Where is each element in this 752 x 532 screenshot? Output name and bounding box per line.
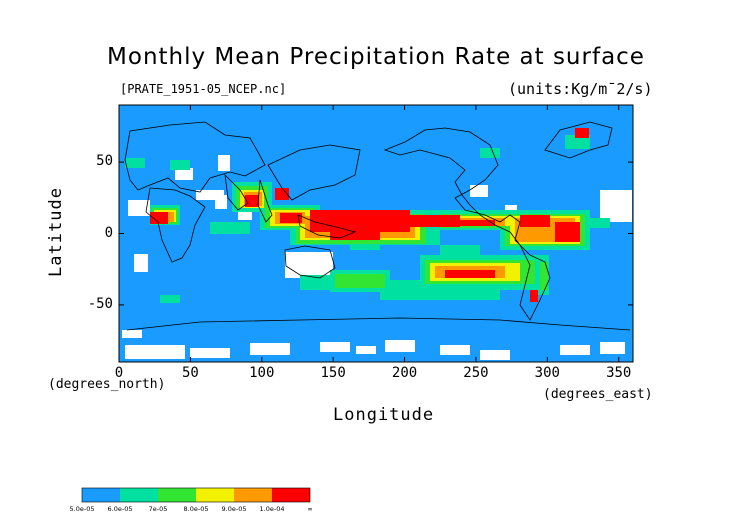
missing-data-cell [250,343,290,355]
colorbar-label: 1.0e-04 [259,505,285,513]
colorbar-label: 8.0e-05 [183,505,209,513]
missing-data-cell [125,345,185,359]
missing-data-cell [385,340,415,352]
precip-cell-teal [440,245,480,260]
x-unit-label: (degrees_east) [543,387,653,402]
missing-data-cell [560,345,590,355]
missing-data-cell [128,200,150,216]
colorbar-swatch [196,488,234,502]
precip-cell-teal [210,222,250,234]
missing-data-cell [356,346,376,354]
y-tick-label: 0 [104,224,113,241]
colorbar-label: 9.0e-05 [221,505,247,513]
colorbar-label: ∞ [307,505,313,513]
x-tick-label: 250 [463,365,489,381]
colorbar-swatch [234,488,272,502]
missing-data-cell [285,252,333,278]
precip-cell-red [445,270,495,278]
precip-cell-red [395,215,460,227]
precip-cell-teal [170,160,190,170]
chart-title: Monthly Mean Precipitation Rate at surfa… [107,44,645,70]
missing-data-cell [320,342,350,352]
precip-cell-teal [380,280,500,300]
missing-data-cell [238,210,252,220]
precip-cell-red [275,188,289,200]
precip-cell-teal [590,218,610,228]
coastlines [124,121,631,331]
missing-data-cell [122,330,142,338]
y-unit-label: (degrees_north) [48,377,166,392]
x-axis-label: Longitude [333,405,435,425]
x-tick-label: 50 [181,365,199,381]
x-tick-label: 350 [606,365,632,381]
missing-data-cell [218,155,230,171]
colorbar-label: 5.0e-05 [69,505,95,513]
colorbar-frame [81,487,311,503]
colorbar-swatch [158,488,196,502]
x-tick-label: 300 [534,365,560,381]
precip-cell-red [520,215,550,227]
colorbar-label: 7e-05 [148,505,168,513]
missing-data-cell [134,254,148,272]
colorbar-label: 6.0e-05 [107,505,133,513]
colorbar-swatch [120,488,158,502]
missing-data-cell [440,345,470,355]
precip-cell-teal [160,295,180,303]
colorbar-swatch [82,488,120,502]
precip-cell-red [330,230,380,240]
precip-cell-teal [125,158,145,168]
precip-cell-red [575,128,589,138]
missing-data-cell [175,168,193,180]
precip-cell-teal [480,148,500,158]
missing-data-cell [480,350,510,360]
precip-cell-green [540,262,548,290]
x-tick-label: 100 [249,365,275,381]
precip-cell-red [455,220,495,226]
precip-cell-green [335,274,385,288]
colorbar-swatch [272,488,310,502]
units-label: (units:Kg/m¯2/s) [508,80,653,98]
missing-data-cell [196,190,224,200]
precip-cell-teal [565,135,590,149]
precip-cell-teal [300,275,340,290]
x-tick-label: 200 [391,365,418,381]
precip-cell-red [150,212,168,224]
missing-data-cell [190,348,230,358]
x-tick-label: 0 [114,365,124,381]
y-tick-label: 50 [96,153,113,170]
missing-data-cell [215,195,227,209]
precip-cell-red [280,213,302,223]
missing-data-cell [470,185,488,197]
file-label: [PRATE_1951-05_NCEP.nc] [120,82,287,96]
missing-data-cell [610,205,630,221]
precip-cell-red [245,195,259,207]
precip-cell-red [530,290,538,302]
precip-cell-red [555,222,580,242]
y-tick-label: -50 [87,295,113,312]
x-tick-label: 150 [320,365,346,381]
missing-data-cell [600,342,625,354]
